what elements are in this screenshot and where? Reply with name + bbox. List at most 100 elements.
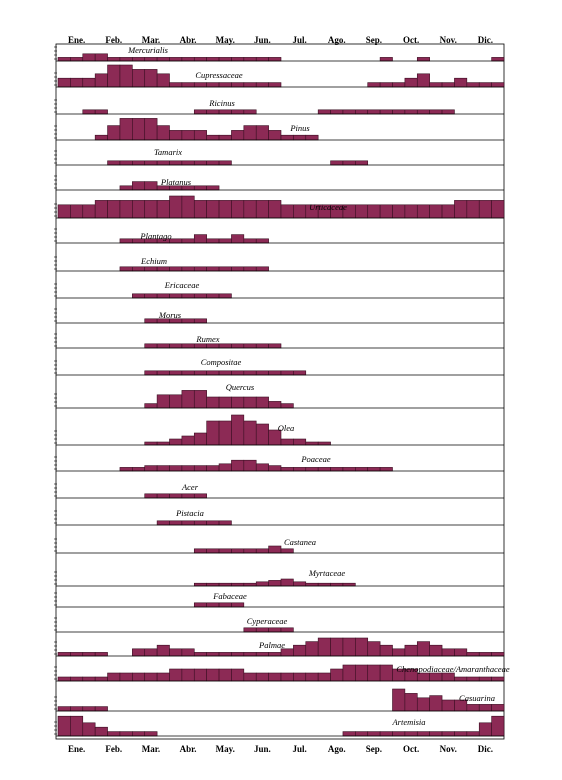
pollen-bar [82, 706, 96, 712]
taxon-row: Plantago [54, 228, 504, 244]
pollen-bar [82, 53, 96, 62]
pollen-bar [132, 293, 146, 299]
pollen-bar [231, 343, 245, 349]
taxon-row: Olea [54, 414, 504, 446]
taxon-rows: Mercurialis Cupressaceae Ricinus Pinus Tamar… [54, 45, 510, 737]
taxon-label: Tamarix [154, 147, 182, 157]
pollen-bar [144, 200, 158, 219]
pollen-bar [144, 69, 158, 88]
pollen-bar [243, 238, 257, 244]
taxon-row: Ericaceae [54, 280, 504, 299]
pollen-bar [404, 77, 418, 88]
pollen-bar [404, 644, 418, 657]
pollen-bar [169, 668, 183, 682]
pollen-bar [243, 672, 257, 682]
pollen-bar [193, 318, 207, 324]
taxon-label: Fabaceae [212, 591, 247, 601]
pollen-bar [218, 57, 232, 62]
pollen-bar [293, 204, 307, 219]
pollen-bar [317, 672, 331, 682]
pollen-bar [429, 731, 443, 737]
pollen-bar [156, 266, 170, 272]
pollen-bar [231, 370, 245, 376]
taxon-label: Acer [181, 482, 199, 492]
taxon-row: Mercurialis [54, 45, 505, 62]
pollen-bar [392, 688, 406, 712]
pollen-bar [243, 266, 257, 272]
taxon-row: Echium [54, 256, 504, 272]
pollen-bar [156, 644, 170, 657]
pollen-bar [132, 118, 146, 141]
pollen-bar [429, 109, 443, 115]
pollen-bar [193, 520, 207, 526]
pollen-bar [478, 82, 492, 88]
pollen-bar [156, 57, 170, 62]
pollen-bar [94, 109, 108, 115]
pollen-bar [218, 293, 232, 299]
plot-frame [55, 43, 505, 740]
pollen-bar [478, 200, 492, 219]
pollen-bar [206, 293, 220, 299]
pollen-bar [466, 704, 480, 712]
pollen-bar [57, 706, 71, 712]
taxon-row: Compositae [54, 357, 504, 376]
month-label-bottom: Jun. [254, 744, 271, 754]
pollen-bar [144, 648, 158, 657]
pollen-bar [169, 370, 183, 376]
pollen-bar [181, 266, 195, 272]
pollen-bar [156, 520, 170, 526]
month-label-bottom: Jul. [292, 744, 306, 754]
pollen-bar [181, 668, 195, 682]
pollen-bar [94, 706, 108, 712]
pollen-bar [268, 200, 282, 219]
pollen-bar [218, 238, 232, 244]
pollen-bar [57, 204, 71, 219]
pollen-bar [280, 672, 294, 682]
pollen-bar [107, 672, 121, 682]
pollen-bar [280, 467, 294, 472]
pollen-bar [280, 134, 294, 141]
pollen-bar [218, 582, 232, 587]
taxon-label: Castanea [284, 537, 316, 547]
pollen-bar [156, 465, 170, 472]
pollen-bar [454, 676, 468, 682]
pollen-bar [218, 396, 232, 409]
taxon-row: Rumex [54, 333, 504, 349]
month-label-bottom: May. [216, 744, 235, 754]
pollen-bar [144, 160, 158, 166]
pollen-bar [193, 493, 207, 499]
pollen-bar [268, 580, 282, 587]
pollen-bar [132, 69, 146, 88]
pollen-bar [416, 57, 430, 62]
pollen-bar [94, 726, 108, 737]
pollen-bar [355, 637, 369, 657]
pollen-bar [169, 648, 183, 657]
pollen-bar [70, 715, 84, 737]
taxon-row: Acer [54, 482, 504, 499]
pollen-bar [491, 200, 505, 219]
month-label-top: Mar. [142, 35, 160, 45]
pollen-bar [478, 722, 492, 737]
pollen-bar [454, 731, 468, 737]
pollen-bar [132, 648, 146, 657]
pollen-bar [82, 676, 96, 682]
pollen-bar [392, 82, 406, 88]
pollen-bar [132, 731, 146, 737]
pollen-bar [255, 672, 269, 682]
pollen-bar [404, 693, 418, 712]
pollen-bar [206, 520, 220, 526]
pollen-bar [206, 343, 220, 349]
taxon-label: Ericaceae [164, 280, 200, 290]
pollen-bar [491, 82, 505, 88]
pollen-bar [392, 731, 406, 737]
pollen-bar [181, 648, 195, 657]
pollen-bar [94, 73, 108, 88]
pollen-bar [119, 160, 133, 166]
pollen-bar [193, 652, 207, 657]
month-label-bottom: Abr. [180, 744, 197, 754]
pollen-bar [231, 602, 245, 608]
month-label-bottom: Sep. [366, 744, 382, 754]
pollen-bar [156, 125, 170, 141]
pollen-bar [193, 668, 207, 682]
